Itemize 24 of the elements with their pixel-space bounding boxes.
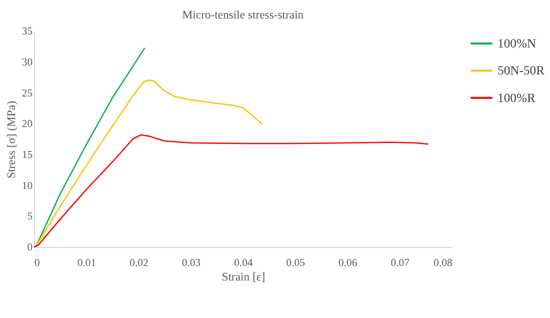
legend-label: 50N-50R [498,64,546,78]
x-tick-label: 0.03 [182,256,201,269]
x-tick-label: 0.02 [130,256,148,269]
y-axis-title: Stress [σ] (MPa) [5,100,18,178]
x-tick-label: 0.08 [434,256,452,269]
y-tick-label: 15 [22,148,33,161]
y-tick-label: 35 [22,26,33,38]
y-tick-label: 0 [27,241,33,254]
x-axis-title: Strain [ε] [222,270,266,284]
line-series [33,79,263,248]
line-series [33,134,429,248]
legend-label: 100%R [498,90,536,105]
x-tick-label: 0.07 [390,256,410,269]
y-tick-label: 5 [27,210,33,223]
x-tick-label: 0.01 [77,256,96,269]
x-tick-label: 0.06 [338,256,358,269]
legend-label: 100%N [498,36,536,50]
x-tick-label: 0.05 [286,256,305,269]
chart-title: Micro-tensile stress-strain [182,8,304,22]
x-tick-label: 0.04 [234,256,254,269]
y-tick-label: 10 [22,180,33,192]
y-tick-label: 25 [22,87,33,100]
y-tick-label: 20 [22,118,33,130]
y-tick-label: 30 [22,56,33,69]
